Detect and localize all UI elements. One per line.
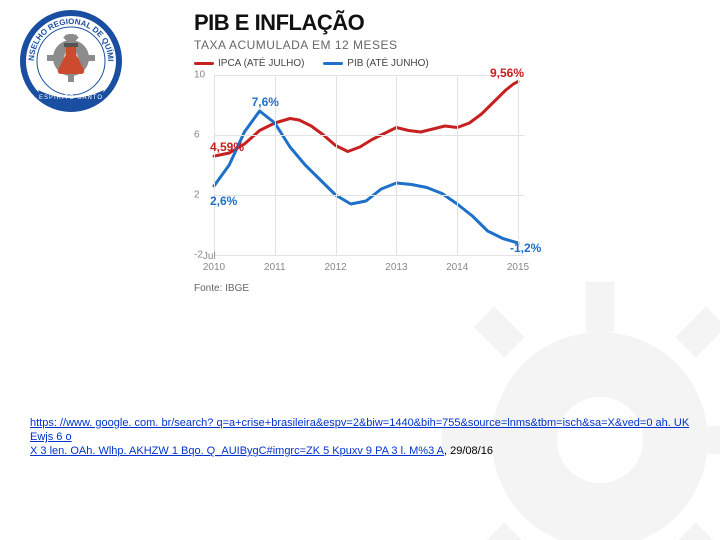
series-ipca <box>214 82 518 157</box>
value-label: 2,6% <box>210 194 237 208</box>
source-link[interactable]: https: //www. google. com. br/search? q=… <box>30 417 689 457</box>
chart-plot: -22610Jul2010201120122013201420154,59%7,… <box>194 75 524 255</box>
value-label: -1,2% <box>510 241 541 255</box>
x-tick: 2013 <box>385 262 407 273</box>
x-tick: 2015 <box>507 262 529 273</box>
source-url-block: https: //www. google. com. br/search? q=… <box>30 416 690 458</box>
y-tick: 2 <box>194 190 200 201</box>
x-tick: 2014 <box>446 262 468 273</box>
source-url-line1: https: //www. google. com. br/search? q=… <box>30 417 689 443</box>
y-tick: -2 <box>194 250 203 261</box>
chart-container: PIB E INFLAÇÃO TAXA ACUMULADA EM 12 MESE… <box>194 10 540 294</box>
x-tick: Jul2010 <box>203 251 225 273</box>
x-tick: 2012 <box>324 262 346 273</box>
legend-item-pib: PIB (ATÉ JUNHO) <box>323 58 428 69</box>
y-tick: 10 <box>194 70 205 81</box>
legend-label-ipca: IPCA (ATÉ JULHO) <box>218 58 305 69</box>
value-label: 9,56% <box>490 66 524 80</box>
org-logo: CONSELHO REGIONAL DE QUÍMICA ESPÍRITO SA… <box>18 8 124 114</box>
y-tick: 6 <box>194 130 200 141</box>
chart-legend: IPCA (ATÉ JULHO) PIB (ATÉ JUNHO) <box>194 58 540 69</box>
source-date: , 29/08/16 <box>444 445 493 457</box>
x-tick: 2011 <box>264 262 286 273</box>
source-url-line2: X 3 len. OAh. Wlhp. AKHZW 1 Bqo. Q_AUIBy… <box>30 445 444 457</box>
value-label: 7,6% <box>252 95 279 109</box>
chart-svg <box>194 75 524 255</box>
chart-subtitle: TAXA ACUMULADA EM 12 MESES <box>194 38 540 52</box>
legend-label-pib: PIB (ATÉ JUNHO) <box>347 58 428 69</box>
chart-source: Fonte: IBGE <box>194 283 540 294</box>
value-label: 4,59% <box>210 140 244 154</box>
chart-title: PIB E INFLAÇÃO <box>194 10 540 36</box>
legend-item-ipca: IPCA (ATÉ JULHO) <box>194 58 305 69</box>
logo-ribbon-text: ESPÍRITO SANTO <box>39 94 103 101</box>
watermark-gear <box>420 260 720 540</box>
